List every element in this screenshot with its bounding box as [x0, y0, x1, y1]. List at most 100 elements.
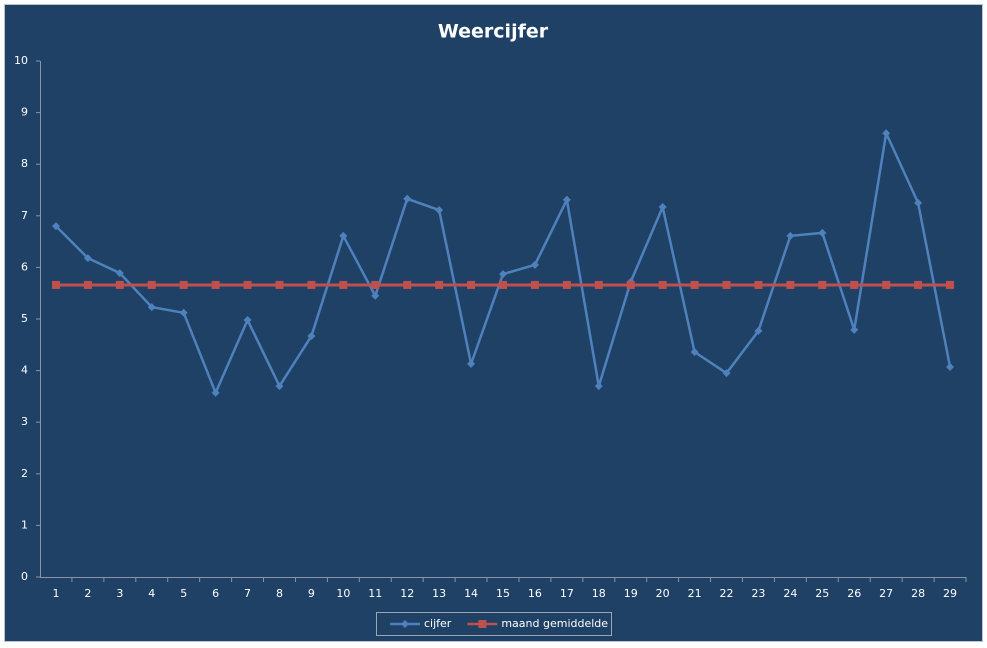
data-point — [850, 280, 859, 289]
legend-marker — [478, 620, 487, 628]
data-point — [690, 348, 699, 357]
y-tick-label: 10 — [14, 54, 28, 67]
x-tick-label: 14 — [464, 587, 478, 600]
data-point — [147, 280, 156, 289]
data-point — [722, 369, 731, 378]
data-point — [467, 359, 476, 368]
data-point — [562, 280, 571, 289]
data-point — [499, 280, 507, 289]
x-tick-label: 11 — [368, 587, 382, 600]
data-point — [371, 280, 380, 289]
x-tick-label: 28 — [911, 587, 925, 600]
data-point — [818, 280, 827, 289]
x-tick-label: 27 — [879, 587, 893, 600]
data-point — [786, 231, 795, 240]
x-tick-label: 12 — [400, 587, 414, 600]
x-tick-label: 19 — [624, 587, 638, 600]
data-point — [115, 269, 124, 278]
data-point — [467, 280, 476, 289]
x-tick-label: 20 — [656, 587, 670, 600]
data-point — [818, 228, 827, 237]
data-point — [722, 280, 731, 289]
data-point — [914, 280, 923, 289]
data-point — [946, 280, 955, 289]
y-tick-label: 8 — [21, 157, 28, 170]
data-point — [371, 291, 380, 300]
x-tick-label: 2 — [84, 587, 91, 600]
data-point — [179, 308, 188, 317]
data-point — [882, 129, 891, 138]
x-tick-label: 5 — [180, 587, 187, 600]
x-tick-label: 21 — [688, 587, 702, 600]
data-point — [435, 280, 444, 289]
chart-title: Weercijfer — [438, 21, 549, 43]
data-point — [658, 280, 667, 289]
data-point — [690, 280, 699, 289]
data-point — [83, 280, 92, 289]
x-tick-label: 13 — [432, 587, 446, 600]
x-tick-label: 22 — [720, 587, 734, 600]
x-tick-label: 7 — [244, 587, 251, 600]
data-point — [594, 382, 603, 391]
data-point — [754, 326, 763, 335]
data-point — [850, 325, 859, 334]
data-point — [211, 280, 220, 289]
data-point — [882, 280, 891, 289]
data-point — [243, 316, 252, 325]
data-point — [754, 280, 763, 289]
legend-label: cijfer — [424, 617, 452, 630]
x-tick-label: 23 — [751, 587, 765, 600]
x-tick-label: 4 — [148, 587, 155, 600]
chart-background — [4, 4, 983, 642]
data-point — [115, 280, 124, 289]
data-point — [658, 203, 667, 212]
x-tick-label: 15 — [496, 587, 510, 600]
data-point — [562, 195, 571, 204]
x-tick-label: 9 — [308, 587, 315, 600]
y-tick-label: 9 — [21, 106, 28, 119]
data-point — [147, 303, 156, 312]
y-tick-label: 1 — [21, 518, 28, 531]
x-tick-label: 17 — [560, 587, 574, 600]
data-point — [243, 280, 252, 289]
data-point — [435, 206, 444, 215]
data-point — [946, 362, 955, 371]
x-tick-label: 1 — [52, 587, 59, 600]
x-tick-label: 16 — [528, 587, 542, 600]
x-tick-label: 29 — [943, 587, 957, 600]
x-tick-label: 8 — [276, 587, 283, 600]
data-point — [594, 280, 603, 289]
data-point — [530, 280, 539, 289]
data-point — [499, 270, 507, 279]
data-point — [914, 198, 923, 207]
legend-box — [376, 612, 612, 636]
data-point — [403, 280, 412, 289]
x-tick-label: 18 — [592, 587, 606, 600]
x-tick-label: 25 — [815, 587, 829, 600]
data-point — [51, 280, 60, 289]
x-tick-label: 10 — [336, 587, 350, 600]
data-point — [83, 254, 92, 263]
data-point — [307, 332, 316, 341]
data-point — [211, 388, 220, 397]
data-point — [530, 260, 539, 269]
x-tick-label: 6 — [212, 587, 219, 600]
y-tick-label: 7 — [21, 209, 28, 222]
data-point — [275, 280, 284, 289]
x-tick-label: 26 — [847, 587, 861, 600]
y-tick-label: 6 — [21, 260, 28, 273]
y-tick-label: 2 — [21, 467, 28, 480]
data-point — [339, 231, 348, 240]
data-point — [626, 280, 635, 289]
legend-marker — [401, 620, 409, 628]
y-tick-label: 3 — [21, 415, 28, 428]
data-point — [307, 280, 316, 289]
x-tick-label: 24 — [783, 587, 797, 600]
data-point — [339, 280, 348, 289]
data-point — [786, 280, 795, 289]
y-tick-label: 5 — [21, 312, 28, 325]
y-tick-label: 0 — [21, 570, 28, 583]
x-tick-label: 3 — [116, 587, 123, 600]
data-point — [51, 222, 60, 231]
